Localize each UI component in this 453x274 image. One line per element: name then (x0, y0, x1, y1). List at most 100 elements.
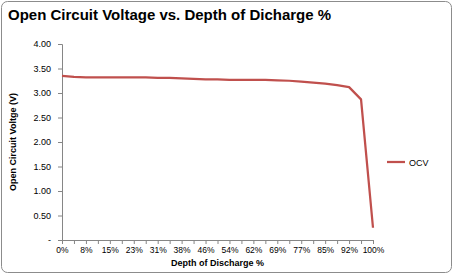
x-tick-mark (277, 240, 278, 244)
y-tick-label: 2.50 (33, 113, 51, 123)
y-tick: 0.50 (33, 211, 62, 221)
y-tick: 3.00 (33, 88, 62, 98)
x-tick-label: 38% (174, 245, 191, 255)
x-tick: 31% (150, 240, 167, 255)
y-tick-label: 3.00 (33, 88, 51, 98)
x-tick-label: 100% (363, 245, 385, 255)
y-tick-mark (58, 93, 62, 94)
x-tick-label: 77% (293, 245, 310, 255)
x-axis-title: Depth of Discharge % (171, 258, 264, 268)
x-tick: 46% (198, 240, 215, 255)
y-tick-mark (58, 44, 62, 45)
x-tick-mark (110, 240, 111, 244)
y-axis: - 0.50 1.00 1.50 2.00 2.50 3.00 3.50 4.00 (33, 39, 62, 245)
x-tick (361, 240, 362, 244)
x-tick: 92% (341, 240, 358, 255)
x-tick-label: 85% (317, 245, 334, 255)
chart-border (2, 2, 452, 273)
y-tick-mark (58, 142, 62, 143)
x-tick (122, 240, 123, 244)
x-tick (289, 240, 290, 244)
y-axis-line (58, 45, 63, 241)
x-tick-mark (134, 240, 135, 244)
x-tick-mark (194, 240, 195, 244)
plot-area (62, 76, 373, 228)
y-tick: 2.50 (33, 113, 62, 123)
x-tick (241, 240, 242, 244)
y-tick: 1.00 (33, 186, 62, 196)
x-tick-mark (158, 240, 159, 244)
x-tick-mark (313, 240, 314, 244)
x-tick-mark (86, 240, 87, 244)
x-tick: 54% (221, 240, 238, 255)
x-tick-mark (229, 240, 230, 244)
x-tick-mark (265, 240, 266, 244)
y-tick: - (48, 235, 62, 245)
x-axis: 0% 8% 15% 23% 31% 38% 46% 54% 62% 69% 77% 85% 92% 100… (56, 240, 384, 255)
x-tick-mark (253, 240, 254, 244)
x-tick-mark (206, 240, 207, 244)
legend-label: OCV (409, 158, 429, 168)
y-tick-label: 0.50 (33, 211, 51, 221)
x-tick (194, 240, 195, 244)
y-tick-mark (58, 167, 62, 168)
y-tick-label: 4.00 (33, 39, 51, 49)
x-tick-label: 54% (221, 245, 238, 255)
x-tick: 85% (317, 240, 334, 255)
line-series (62, 76, 373, 228)
x-tick-label: 23% (126, 245, 143, 255)
y-tick: 3.50 (33, 64, 62, 74)
x-tick (265, 240, 266, 244)
x-tick: 23% (126, 240, 143, 255)
x-tick-mark (241, 240, 242, 244)
x-tick-label: 31% (150, 245, 167, 255)
title: Open Circuit Voltage vs. Depth of Dichar… (8, 6, 331, 23)
x-tick: 62% (245, 240, 262, 255)
y-tick-mark (58, 118, 62, 119)
legend-swatch (387, 161, 405, 163)
y-tick-mark (58, 240, 62, 241)
x-tick-mark (122, 240, 123, 244)
y-tick-label: 2.00 (33, 137, 51, 147)
y-tick-label: - (48, 235, 51, 245)
x-tick-label: 0% (56, 245, 69, 255)
x-tick: 69% (269, 240, 286, 255)
x-tick: 8% (80, 240, 93, 255)
x-tick: 0% (56, 240, 69, 255)
x-tick-label: 69% (269, 245, 286, 255)
y-tick-label: 1.00 (33, 186, 51, 196)
x-tick-mark (182, 240, 183, 244)
x-tick-label: 92% (341, 245, 358, 255)
y-axis-title: Open Circuit Voltge (V) (8, 93, 18, 191)
y-tick-mark (58, 216, 62, 217)
x-tick-mark (289, 240, 290, 244)
x-tick (146, 240, 147, 244)
x-axis-line (63, 241, 374, 245)
x-tick: 38% (174, 240, 191, 255)
y-tick-mark (58, 191, 62, 192)
x-tick-mark (301, 240, 302, 244)
x-tick: 77% (293, 240, 310, 255)
x-tick-label: 8% (80, 245, 93, 255)
x-tick-mark (361, 240, 362, 244)
x-tick-mark (337, 240, 338, 244)
x-tick (170, 240, 171, 244)
x-tick-mark (98, 240, 99, 244)
y-tick-label: 1.50 (33, 162, 51, 172)
x-tick-mark (74, 240, 75, 244)
x-tick-mark (325, 240, 326, 244)
y-tick: 2.00 (33, 137, 62, 147)
x-tick (313, 240, 314, 244)
x-tick: 15% (102, 240, 119, 255)
x-tick-label: 15% (102, 245, 119, 255)
x-tick (337, 240, 338, 244)
x-tick-label: 46% (198, 245, 215, 255)
x-tick-mark (373, 240, 374, 244)
x-tick (98, 240, 99, 244)
x-tick-mark (146, 240, 147, 244)
y-tick: 1.50 (33, 162, 62, 172)
x-tick (74, 240, 75, 244)
x-tick-mark (170, 240, 171, 244)
x-tick-mark (218, 240, 219, 244)
chart: Open Circuit Voltage vs. Depth of Dichar… (0, 0, 453, 274)
